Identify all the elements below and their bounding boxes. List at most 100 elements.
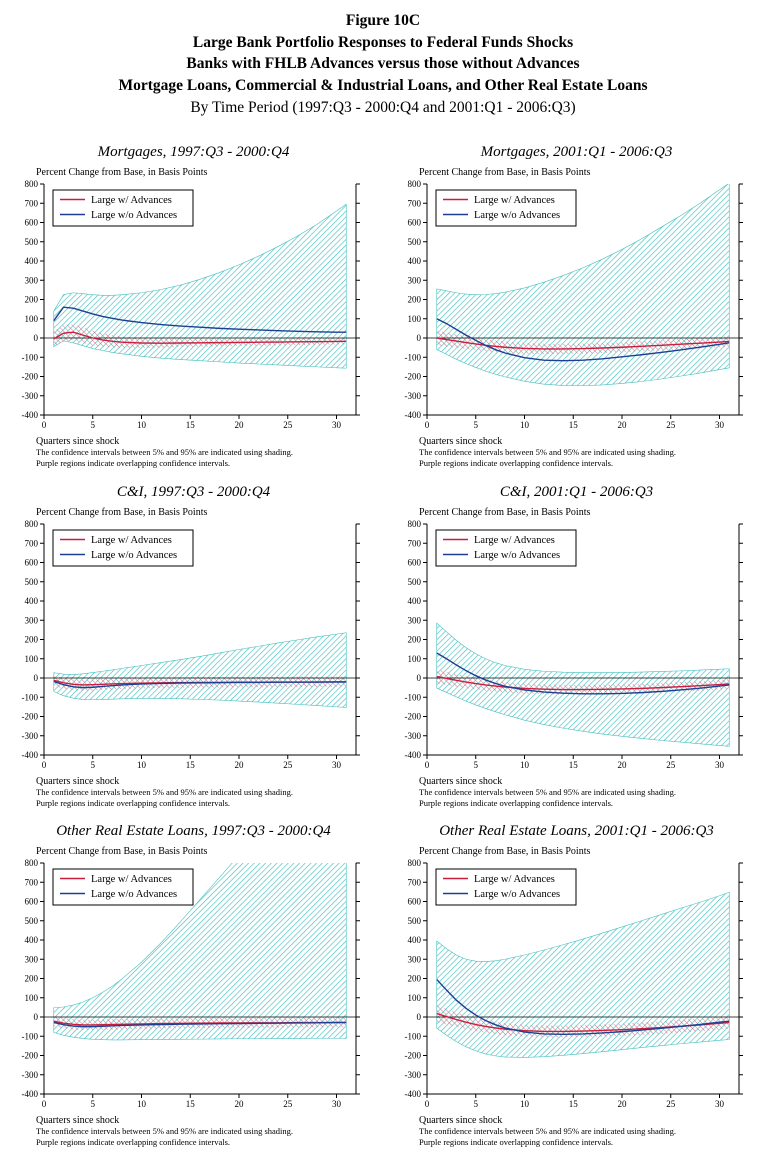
x-tick-label: 15 — [569, 420, 579, 430]
legend-label: Large w/ Advances — [91, 195, 172, 206]
x-tick-label: 20 — [618, 760, 628, 770]
x-tick-label: 0 — [42, 760, 47, 770]
y-tick-label: 300 — [408, 276, 422, 286]
y-tick-label: -200 — [22, 711, 39, 721]
y-tick-label: 500 — [25, 576, 39, 586]
plot-area: 800 700 600 500 400 300 200 100 0 -100 -200 -300 -40… — [10, 519, 377, 776]
chart-canvas: 8007006005004003002001000-100-200-300-40… — [405, 858, 743, 1109]
series-line-red — [436, 337, 730, 351]
y-tick-label: -300 — [22, 391, 39, 401]
legend-label: Large w/ Advances — [474, 874, 555, 885]
y-tick-label: 100 — [408, 653, 422, 663]
x-tick-label: 5 — [91, 760, 96, 770]
y-tick-label: 400 — [25, 935, 39, 945]
legend: Large w/ Advances Large w/o Advances — [435, 529, 577, 567]
y-tick-label: 800 — [408, 179, 422, 189]
x-tick-label: 25 — [283, 760, 293, 770]
x-axis-caption: Quarters since shock — [36, 1114, 120, 1126]
x-tick-label: 15 — [569, 1099, 579, 1109]
y-tick-label: 700 — [408, 199, 422, 209]
footnote-line-1: The confidence intervals between 5% and … — [36, 447, 294, 458]
y-tick-label: -100 — [22, 1031, 39, 1041]
x-tick-label: 5 — [91, 420, 96, 430]
y-tick-label: 800 — [408, 519, 422, 529]
confidence-band — [53, 862, 347, 1040]
plot-area: 800 700 600 500 400 300 200 100 0 -100 -200 -300 -40… — [393, 179, 760, 436]
x-tick-label: 0 — [42, 420, 47, 430]
figure-subtitle: By Time Period (1997:Q3 - 2000:Q4 and 20… — [190, 98, 576, 116]
confidence-band — [436, 184, 730, 387]
y-tick-label: 300 — [408, 954, 422, 964]
footnote-line-1: The confidence intervals between 5% and … — [419, 447, 677, 458]
legend: Large w/ Advances Large w/o Advances — [52, 529, 194, 567]
x-axis-caption: Quarters since shock — [36, 436, 120, 448]
x-tick-label: 0 — [425, 760, 430, 770]
y-tick-label: 700 — [25, 877, 39, 887]
y-tick-label: 400 — [408, 596, 422, 606]
footnote-line-2: Purple regions indicate overlapping conf… — [36, 458, 231, 469]
y-tick-label: -200 — [22, 1050, 39, 1060]
legend-label: Large w/o Advances — [474, 550, 560, 561]
chart-panel-mortgages-1997: Mortgages, 1997:Q3 - 2000:Q4 Percent Cha… — [0, 144, 383, 469]
series-line-blue — [436, 318, 730, 362]
x-axis-caption: Quarters since shock — [419, 1114, 503, 1126]
y-tick-label: 100 — [408, 314, 422, 324]
legend-label: Large w/o Advances — [474, 889, 560, 900]
y-tick-label: 700 — [408, 538, 422, 548]
x-axis-caption: Quarters since shock — [36, 775, 120, 787]
y-tick-label: -100 — [405, 692, 422, 702]
x-tick-label: 0 — [425, 420, 430, 430]
footnote-line-2: Purple regions indicate overlapping conf… — [36, 797, 231, 808]
footnote-line-2: Purple regions indicate overlapping conf… — [419, 797, 614, 808]
y-axis-caption: Percent Change from Base, in Basis Point… — [36, 845, 208, 857]
x-tick-label: 10 — [520, 420, 530, 430]
x-tick-label: 15 — [186, 420, 196, 430]
x-tick-label: 30 — [332, 1099, 342, 1109]
y-tick-label: 200 — [25, 295, 39, 305]
y-tick-label: 700 — [25, 538, 39, 548]
x-tick-label: 25 — [283, 1099, 293, 1109]
footnote-line-1: The confidence intervals between 5% and … — [36, 786, 294, 797]
y-tick-label: -300 — [22, 730, 39, 740]
panel-title: C&I, 2001:Q1 - 2006:Q3 — [499, 483, 654, 500]
y-tick-label: 800 — [25, 519, 39, 529]
y-tick-label: 400 — [25, 596, 39, 606]
y-tick-label: 400 — [408, 256, 422, 266]
x-axis-caption: Quarters since shock — [419, 775, 503, 787]
legend-label: Large w/o Advances — [91, 210, 177, 221]
series-line-blue — [436, 978, 730, 1035]
series-line-red — [53, 331, 347, 345]
y-tick-label: 500 — [408, 576, 422, 586]
x-tick-label: 15 — [186, 1099, 196, 1109]
panel-title: Other Real Estate Loans, 2001:Q1 - 2006:… — [439, 822, 714, 839]
legend-label: Large w/ Advances — [474, 535, 555, 546]
overlap-confidence-band — [436, 331, 730, 355]
legend: Large w/ Advances Large w/o Advances — [435, 189, 577, 227]
y-tick-label: 500 — [408, 237, 422, 247]
legend: Large w/ Advances Large w/o Advances — [435, 868, 577, 906]
y-tick-label: -300 — [405, 391, 422, 401]
x-tick-label: 25 — [283, 420, 293, 430]
plot-area: 800 700 600 500 400 300 200 100 0 -100 -200 -300 -40… — [393, 519, 760, 776]
y-tick-label: 700 — [25, 199, 39, 209]
figure-number: Figure 10C — [345, 12, 421, 29]
x-tick-label: 30 — [332, 760, 342, 770]
legend-label: Large w/o Advances — [474, 210, 560, 221]
y-tick-label: 500 — [408, 915, 422, 925]
legend: Large w/ Advances Large w/o Advances — [52, 868, 194, 906]
x-tick-label: 5 — [91, 1099, 96, 1109]
y-tick-label: -200 — [405, 1050, 422, 1060]
legend-label: Large w/ Advances — [91, 874, 172, 885]
y-tick-label: 600 — [408, 557, 422, 567]
footnote-line-1: The confidence intervals between 5% and … — [36, 1125, 294, 1136]
x-tick-label: 10 — [137, 420, 147, 430]
panel-title: Mortgages, 1997:Q3 - 2000:Q4 — [97, 144, 290, 161]
series-line-blue — [53, 306, 347, 334]
chart-panel-mortgages-2001: Mortgages, 2001:Q1 - 2006:Q3 Percent Cha… — [383, 144, 766, 469]
confidence-band — [436, 622, 730, 747]
x-tick-label: 20 — [235, 760, 245, 770]
confidence-band — [53, 631, 347, 708]
x-tick-label: 20 — [235, 1099, 245, 1109]
chart-canvas: 8007006005004003002001000-100-200-300-40… — [22, 519, 360, 770]
y-tick-label: -400 — [22, 1089, 39, 1099]
